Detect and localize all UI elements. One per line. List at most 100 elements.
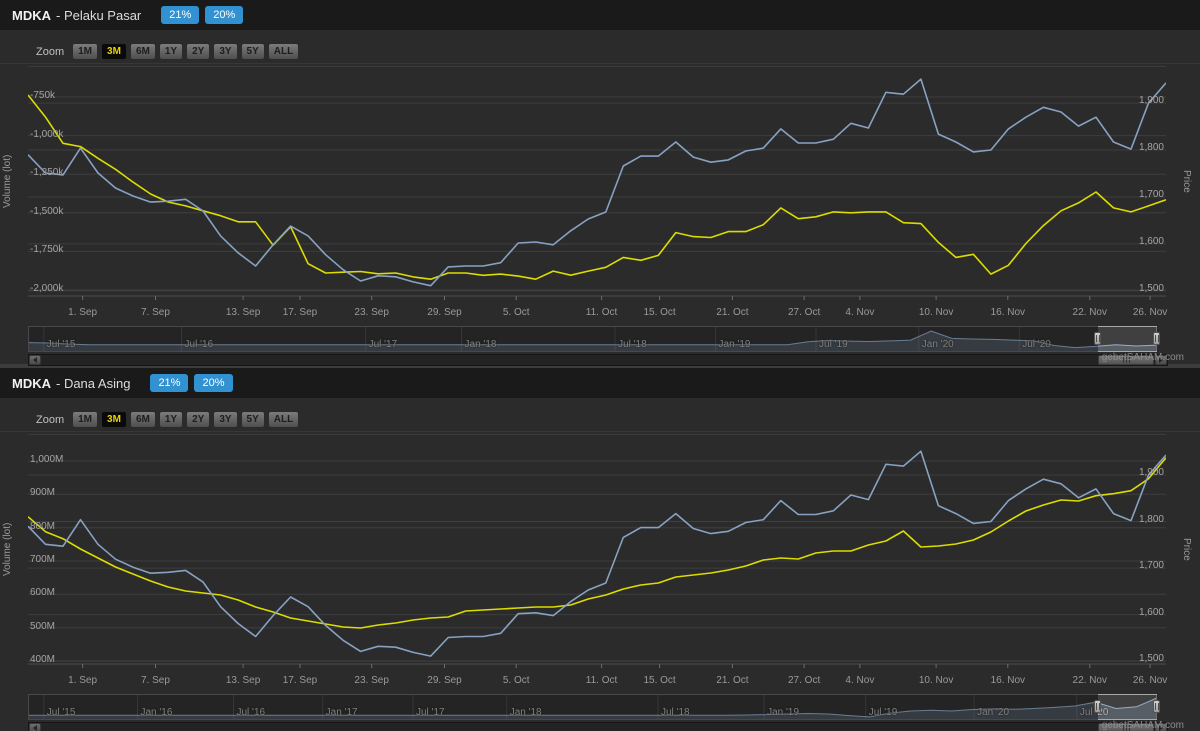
y-axis-label-right: 1,800	[1138, 513, 1164, 525]
chart-plot-svg	[28, 66, 1166, 300]
zoom-range-button-2y[interactable]: 2Y	[186, 43, 211, 60]
y-axis-label-left: -1,750k	[30, 244, 64, 256]
series-line-volume	[28, 457, 1166, 629]
x-axis-label: 13. Sep	[225, 675, 261, 686]
navigator-date-label: Jan '20	[977, 707, 1010, 718]
x-axis-label: 7. Sep	[140, 675, 170, 686]
scrollbar-thumb[interactable]	[1098, 723, 1154, 731]
navigator-date-label: Jan '19	[767, 707, 800, 718]
divider	[0, 63, 1200, 64]
x-axis-labels: 1. Sep 7. Sep 13. Sep 17. Sep 23. Sep 29. Sep…	[28, 307, 1167, 321]
percent-badge: 21%	[161, 6, 200, 24]
zoom-range-button-all[interactable]: ALL	[267, 411, 300, 428]
y-axis-label-left: 600M	[30, 587, 56, 599]
navigator-date-label: Jul '17	[368, 339, 398, 350]
navigator-mask	[28, 694, 1099, 720]
navigator[interactable]: Jul '15 Jul '16 Jul '17 Jan '18 Jul '18 Jan '…	[28, 326, 1160, 352]
series-line-price	[28, 78, 1166, 287]
navigator-right-handle[interactable]	[1153, 332, 1160, 345]
zoom-range-button-1y[interactable]: 1Y	[158, 43, 184, 60]
main-chart[interactable]: 1,000M 900M 800M 700M 600M 500M 400M 1,900 1,800…	[28, 434, 1166, 670]
zoom-range-button-3m[interactable]: 3M	[101, 411, 127, 428]
right-axis-title: Price	[1181, 537, 1192, 561]
chart-container: Zoom 1M 3M 6M 1Y 2Y 3Y 5Y ALL Volume (lot) Pric…	[0, 398, 1200, 731]
x-axis-label: 15. Oct	[643, 307, 676, 318]
navigator-date-label: Jan '18	[509, 707, 542, 718]
zoom-range-button-5y[interactable]: 5Y	[240, 411, 265, 428]
x-axis-label: 5. Oct	[502, 675, 530, 686]
chart-container: Zoom 1M 3M 6M 1Y 2Y 3Y 5Y ALL Volume (lot) Pric…	[0, 30, 1200, 366]
x-axis-label: 21. Oct	[716, 307, 749, 318]
series-line-volume	[28, 94, 1166, 280]
x-axis-label: 7. Sep	[140, 307, 170, 318]
x-axis-label: 29. Sep	[427, 675, 462, 686]
scrollbar-thumb[interactable]	[1098, 355, 1154, 365]
scrollbar-left-arrow-icon[interactable]	[29, 355, 41, 365]
navigator-date-label: Jul '20	[1022, 339, 1051, 350]
navigator-left-handle[interactable]	[1094, 700, 1102, 713]
x-axis-label: 4. Nov	[845, 675, 875, 686]
zoom-range-button-all[interactable]: ALL	[267, 43, 300, 60]
navigator-date-label: Jul '19	[819, 339, 848, 350]
zoom-range-button-6m[interactable]: 6M	[129, 411, 156, 428]
navigator-selected-range[interactable]	[1098, 326, 1157, 352]
y-axis-label-right: 1,900	[1138, 466, 1164, 478]
zoom-label: Zoom	[36, 413, 65, 426]
x-axis-label: 10. Nov	[918, 307, 954, 318]
zoom-range-button-3y[interactable]: 3Y	[213, 411, 238, 428]
zoom-range-button-5y[interactable]: 5Y	[240, 43, 265, 60]
scrollbar[interactable]	[28, 354, 1168, 366]
badges: 21% 20%	[144, 374, 233, 392]
navigator[interactable]: Jul '15 Jan '16 Jul '16 Jan '17 Jul '17 Jan '…	[28, 694, 1160, 720]
navigator-date-label: Jul '15	[46, 339, 76, 350]
percent-badge: 20%	[194, 374, 233, 392]
watermark: gebetSAHAM.com	[1101, 352, 1184, 363]
x-axis-label: 29. Sep	[427, 307, 462, 318]
navigator-left-handle[interactable]	[1094, 332, 1102, 345]
scrollbar[interactable]	[28, 722, 1168, 731]
panel-dana-asing: MDKA - Dana Asing 21% 20% Zoom 1M 3M 6M 1Y 2Y…	[0, 368, 1200, 731]
series-line-price	[28, 450, 1166, 657]
zoom-range-button-6m[interactable]: 6M	[129, 43, 156, 60]
x-axis-label: 1. Sep	[68, 675, 98, 686]
x-axis-label: 17. Sep	[282, 307, 318, 318]
zoom-range-button-1m[interactable]: 1M	[72, 411, 99, 428]
zoom-range-button-2y[interactable]: 2Y	[186, 411, 211, 428]
x-axis-labels: 1. Sep 7. Sep 13. Sep 17. Sep 23. Sep 29. Sep…	[28, 675, 1167, 689]
x-axis-label: 5. Oct	[502, 307, 530, 318]
navigator-date-label: Jul '16	[236, 707, 266, 718]
x-axis-label: 22. Nov	[1072, 307, 1107, 318]
scrollbar-right-arrow-icon[interactable]	[1155, 355, 1167, 365]
scrollbar-right-arrow-icon[interactable]	[1155, 723, 1167, 731]
navigator-date-label: Jul '17	[415, 707, 445, 718]
zoom-row: Zoom 1M 3M 6M 1Y 2Y 3Y 5Y ALL	[36, 411, 300, 428]
zoom-range-button-1m[interactable]: 1M	[72, 43, 99, 60]
ticker-symbol: MDKA	[12, 7, 51, 23]
navigator-date-label: Jul '18	[618, 339, 647, 350]
navigator-selected-range[interactable]	[1098, 694, 1157, 720]
y-axis-label-right: 1,700	[1138, 188, 1164, 200]
zoom-range-button-3y[interactable]: 3Y	[213, 43, 238, 60]
y-axis-label-left: 700M	[30, 554, 56, 565]
chart-plot-svg	[28, 434, 1166, 668]
x-axis-label: 23. Sep	[354, 675, 389, 686]
x-axis-label: 17. Sep	[282, 675, 318, 686]
panel-title: - Pelaku Pasar	[56, 7, 142, 23]
badges: 21% 20%	[155, 6, 244, 24]
zoom-range-button-3m[interactable]: 3M	[101, 43, 127, 60]
navigator-date-label: Jul '16	[184, 339, 214, 350]
x-axis-label: 21. Oct	[716, 675, 749, 686]
navigator-date-label: Jan '16	[140, 707, 173, 718]
zoom-range-button-1y[interactable]: 1Y	[158, 411, 184, 428]
y-axis-label-left: -750k	[30, 90, 56, 102]
scrollbar-left-arrow-icon[interactable]	[29, 723, 41, 731]
y-axis-label-left: -2,000k	[30, 282, 64, 294]
percent-badge: 20%	[205, 6, 244, 24]
x-axis-label: 11. Oct	[585, 307, 618, 318]
navigator-date-label: Jul '18	[660, 707, 690, 718]
x-axis-label: 16. Nov	[990, 675, 1026, 686]
watermark: gebetSAHAM.com	[1101, 720, 1184, 731]
navigator-right-handle[interactable]	[1153, 700, 1160, 713]
zoom-buttons: 1M 3M 6M 1Y 2Y 3Y 5Y ALL	[72, 411, 300, 428]
main-chart[interactable]: -750k -1,000k -1,250k -1,500k -1,750k -2,000k…	[28, 66, 1166, 302]
